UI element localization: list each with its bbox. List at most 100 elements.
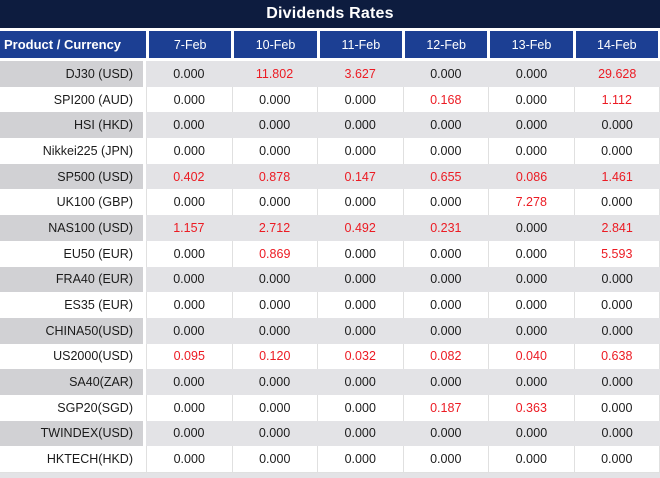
value-cell: 0.000	[317, 189, 403, 216]
value-cell: 0.000	[231, 317, 318, 344]
table-row: DJ30 (USD) 0.000 11.802 3.627 0.000 0.000 29.6…	[0, 61, 660, 87]
value-cell: 0.040	[488, 343, 574, 370]
value-cell: 0.655	[403, 163, 489, 190]
value-cell: 0.082	[402, 343, 488, 370]
product-cell: HKTECH(HKD)	[0, 446, 146, 472]
value-cell: 0.402	[146, 163, 232, 190]
value-cell: 0.000	[488, 266, 575, 293]
value-cell: 1.461	[574, 163, 660, 190]
value-cell: 0.000	[488, 61, 575, 87]
corner-header: Product / Currency	[0, 31, 146, 58]
table-row: US2000(USD) 0.095 0.120 0.032 0.082 0.040 0.63…	[0, 343, 660, 370]
value-cell: 0.000	[231, 420, 318, 447]
value-cell: 0.147	[317, 163, 404, 190]
value-cell: 0.000	[488, 215, 575, 241]
value-cell: 0.000	[574, 420, 660, 447]
value-cell: 0.869	[231, 240, 317, 267]
product-cell: SGP20(SGD)	[0, 394, 146, 421]
value-cell: 11.802	[231, 61, 318, 87]
table-row: TWINDEX(USD) 0.000 0.000 0.000 0.000 0.000 0.0…	[0, 420, 660, 447]
table-row: CHINA50(USD) 0.000 0.000 0.000 0.000 0.000 0.0…	[0, 317, 660, 344]
value-cell: 0.000	[146, 317, 232, 344]
value-cell: 0.187	[402, 394, 488, 421]
value-cell: 3.627	[317, 61, 404, 87]
table-row: NAS100 (USD) 1.157 2.712 0.492 0.231 0.000 2.8…	[0, 215, 660, 241]
value-cell: 0.000	[573, 292, 660, 318]
product-cell: NAS100 (USD)	[0, 215, 146, 241]
value-cell: 0.000	[574, 317, 660, 344]
value-cell: 0.032	[317, 343, 403, 370]
value-cell: 0.000	[146, 138, 232, 164]
date-header: 14-Feb	[572, 31, 660, 58]
value-cell: 0.000	[231, 369, 318, 395]
value-cell: 0.000	[488, 446, 574, 472]
value-cell: 0.000	[574, 369, 660, 395]
value-cell: 0.000	[403, 369, 489, 395]
date-header: 7-Feb	[146, 31, 232, 58]
value-cell: 0.000	[231, 189, 317, 216]
value-cell: 0.000	[402, 240, 488, 267]
value-cell: 29.628	[574, 61, 660, 87]
value-cell: 0.000	[146, 86, 232, 113]
value-cell: 0.000	[317, 240, 403, 267]
value-cell: 0.000	[317, 420, 404, 447]
table-row: HSI (HKD) 0.000 0.000 0.000 0.000 0.000 0.000	[0, 112, 660, 139]
value-cell: 0.000	[146, 266, 232, 293]
value-cell: 0.878	[231, 163, 318, 190]
value-cell: 0.000	[317, 394, 403, 421]
product-cell: ES35 (EUR)	[0, 292, 146, 318]
table-row: FRA40 (EUR) 0.000 0.000 0.000 0.000 0.000 0.00…	[0, 266, 660, 293]
product-cell: TWINDEX(USD)	[0, 420, 146, 447]
value-cell: 5.593	[573, 240, 660, 267]
date-header: 11-Feb	[316, 31, 402, 58]
table-row: SP500 (USD) 0.402 0.878 0.147 0.655 0.086 1.46…	[0, 163, 660, 190]
value-cell: 0.000	[402, 138, 488, 164]
value-cell: 0.095	[146, 343, 232, 370]
bottom-strip	[0, 472, 660, 478]
table-row: Nikkei225 (JPN) 0.000 0.000 0.000 0.000 0.000…	[0, 138, 660, 164]
value-cell: 0.000	[488, 317, 575, 344]
value-cell: 0.492	[317, 215, 404, 241]
product-cell: US2000(USD)	[0, 343, 146, 370]
value-cell: 0.000	[146, 240, 232, 267]
date-header: 12-Feb	[401, 31, 488, 58]
value-cell: 0.000	[146, 420, 232, 447]
product-cell: EU50 (EUR)	[0, 240, 146, 267]
table-body: DJ30 (USD) 0.000 11.802 3.627 0.000 0.000 29.6…	[0, 61, 660, 472]
value-cell: 2.712	[231, 215, 318, 241]
value-cell: 0.000	[317, 292, 403, 318]
value-cell: 0.000	[231, 138, 317, 164]
value-cell: 0.000	[317, 112, 404, 139]
value-cell: 0.000	[146, 189, 232, 216]
value-cell: 0.000	[488, 112, 575, 139]
value-cell: 0.000	[488, 369, 575, 395]
value-cell: 0.000	[573, 394, 660, 421]
value-cell: 0.000	[403, 420, 489, 447]
product-cell: UK100 (GBP)	[0, 189, 146, 216]
value-cell: 0.000	[317, 266, 404, 293]
value-cell: 1.157	[146, 215, 232, 241]
value-cell: 0.638	[573, 343, 660, 370]
table-row: SA40(ZAR) 0.000 0.000 0.000 0.000 0.000 0.000	[0, 369, 660, 395]
value-cell: 0.000	[402, 189, 488, 216]
value-cell: 0.000	[231, 86, 317, 113]
value-cell: 0.000	[146, 394, 232, 421]
product-cell: HSI (HKD)	[0, 112, 146, 139]
value-cell: 0.000	[488, 240, 574, 267]
table-row: SGP20(SGD) 0.000 0.000 0.000 0.187 0.363 0.000	[0, 394, 660, 421]
table-row: SPI200 (AUD) 0.000 0.000 0.000 0.168 0.000 1.1…	[0, 86, 660, 113]
value-cell: 0.000	[488, 86, 574, 113]
product-cell: FRA40 (EUR)	[0, 266, 146, 293]
date-header-group: 7-Feb 10-Feb 11-Feb 12-Feb 13-Feb 14-Feb	[146, 31, 660, 58]
value-cell: 0.000	[573, 138, 660, 164]
value-cell: 0.000	[146, 292, 232, 318]
value-cell: 0.000	[231, 446, 317, 472]
value-cell: 0.086	[488, 163, 575, 190]
value-cell: 0.000	[403, 266, 489, 293]
value-cell: 0.000	[317, 86, 403, 113]
value-cell: 0.000	[403, 112, 489, 139]
value-cell: 0.231	[403, 215, 489, 241]
value-cell: 0.000	[146, 61, 232, 87]
table-title: Dividends Rates	[0, 0, 660, 28]
